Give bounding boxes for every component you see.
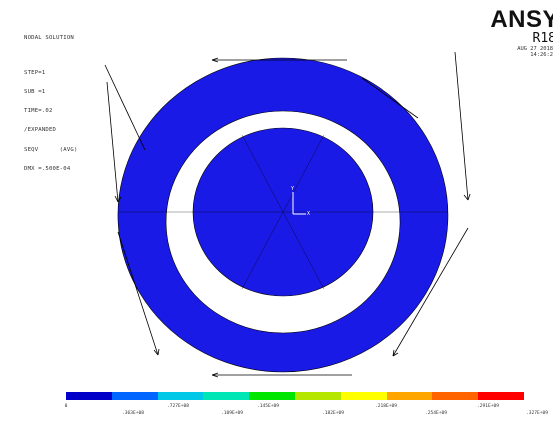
legend-band xyxy=(111,392,158,400)
release-label: R18 xyxy=(532,31,553,46)
legend-label-top: .291E+09 xyxy=(476,404,500,409)
legend-label-top: .218E+09 xyxy=(374,404,398,409)
date-label: AUG 27 2018 xyxy=(517,46,553,52)
legend-label-top: .727E+08 xyxy=(166,404,190,409)
legend-label-top: .145E+09 xyxy=(256,404,280,409)
boundary-arrows xyxy=(104,51,471,378)
legend-label-bottom: .327E+09 xyxy=(525,411,549,416)
mesh-lines xyxy=(118,134,448,290)
legend-band xyxy=(203,392,250,400)
triad-y-label: Y xyxy=(291,186,294,192)
info-step: STEP=1 xyxy=(24,69,46,76)
info-sub: SUB =1 xyxy=(24,89,46,96)
info-seqv: SEQV (AVG) xyxy=(24,146,78,153)
legend-label-bottom: .254E+09 xyxy=(424,411,448,416)
info-time: TIME=.02 xyxy=(24,108,53,115)
legend-band xyxy=(249,392,295,400)
ansys-logo-block: ANSY R18 AUG 27 2018 14:26:2 xyxy=(473,8,553,59)
solution-title: NODAL SOLUTION xyxy=(24,34,74,41)
ansys-logo: ANSY xyxy=(490,6,553,33)
legend-label-bottom: .363E+08 xyxy=(121,411,145,416)
legend-label-bottom: .182E+09 xyxy=(321,411,345,416)
contour-legend-bar xyxy=(66,392,524,400)
legend-band xyxy=(478,392,524,400)
time-label: 14:26:2 xyxy=(530,52,553,59)
coordinate-triad xyxy=(292,192,306,215)
legend-label-top: 0 xyxy=(64,404,68,409)
outer-ring xyxy=(117,57,449,373)
solution-info-block: NODAL SOLUTION STEP=1 SUB =1 TIME=.02 /E… xyxy=(24,22,78,185)
legend-band xyxy=(386,392,433,400)
triad-x-label: X xyxy=(307,211,310,217)
legend-label-bottom: .109E+09 xyxy=(220,411,244,416)
legend-band xyxy=(432,392,479,400)
legend-band xyxy=(340,392,387,400)
legend-band xyxy=(157,392,204,400)
info-expanded: /EXPANDED xyxy=(24,127,57,134)
legend-band xyxy=(66,392,112,400)
legend-band xyxy=(294,392,341,400)
info-dmx: DMX =.500E-04 xyxy=(24,165,71,172)
